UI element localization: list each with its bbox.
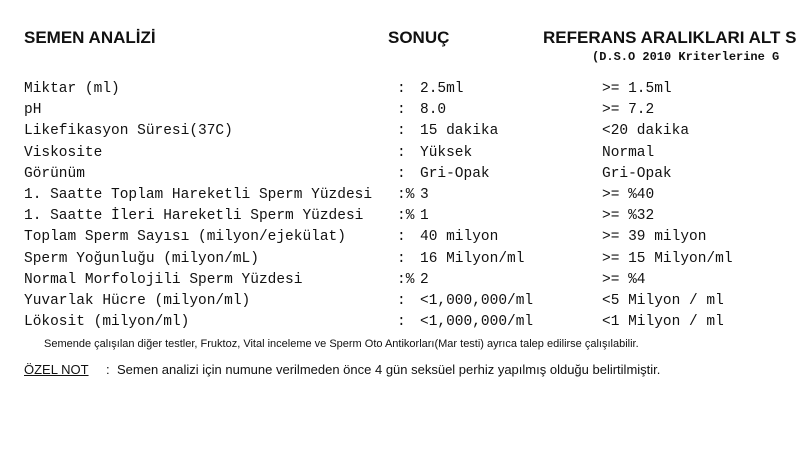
row-reference: >= %40 — [602, 187, 655, 203]
row-label: Toplam Sperm Sayısı (milyon/ejekülat) — [24, 229, 346, 246]
row-reference: >= 1.5ml — [602, 81, 672, 97]
row-label: Sperm Yoğunluğu (milyon/mL) — [24, 250, 259, 267]
row-reference: >= 15 Milyon/ml — [602, 250, 733, 267]
row-result: Gri-Opak — [420, 165, 490, 182]
row-label: pH — [24, 102, 42, 119]
row-label: Normal Morfolojili Sperm Yüzdesi — [24, 271, 303, 288]
row-reference: >= 7.2 — [602, 102, 655, 119]
row-separator: :% — [397, 271, 415, 288]
row-label: Miktar (ml) — [24, 81, 120, 97]
row-label: Lökosit (milyon/ml) — [24, 314, 190, 331]
row-separator: : — [397, 81, 406, 97]
row-reference: <5 Milyon / ml — [602, 293, 724, 309]
row-separator: : — [397, 102, 406, 119]
title: SEMEN ANALİZİ — [24, 28, 156, 47]
row-result: 8.0 — [420, 102, 447, 119]
note-label: ÖZEL NOT — [24, 362, 89, 377]
row-reference: Normal — [602, 144, 655, 161]
row-reference: >= %32 — [602, 208, 655, 225]
row-label: Likefikasyon Süresi(37C) — [24, 123, 233, 140]
row-result: 16 Milyon/ml — [420, 250, 525, 267]
footnote: Semende çalışılan diğer testler, Fruktoz… — [44, 338, 639, 350]
row-separator: : — [397, 229, 406, 246]
row-reference: >= %4 — [602, 271, 646, 288]
row-separator: : — [397, 144, 406, 161]
row-label: 1. Saatte İleri Hareketli Sperm Yüzdesi — [24, 208, 364, 225]
row-result: 2 — [420, 271, 429, 288]
row-reference: <1 Milyon / ml — [602, 314, 724, 331]
row-label: 1. Saatte Toplam Hareketli Sperm Yüzdesi — [24, 187, 373, 203]
row-result: 2.5ml — [420, 81, 464, 97]
reference-heading: REFERANS ARALIKLARI ALT S — [543, 28, 797, 47]
row-result: <1,000,000/ml — [420, 314, 534, 331]
row-reference: <20 dakika — [602, 123, 690, 140]
row-result: Yüksek — [420, 144, 473, 161]
result-heading: SONUÇ — [388, 28, 450, 47]
row-label: Viskosite — [24, 144, 103, 161]
row-reference: >= 39 milyon — [602, 229, 707, 246]
row-separator: : — [397, 165, 406, 182]
row-result: 15 dakika — [420, 123, 499, 140]
row-result: <1,000,000/ml — [420, 293, 534, 309]
row-reference: Gri-Opak — [602, 165, 672, 182]
note-separator: : — [106, 362, 110, 377]
row-label: Yuvarlak Hücre (milyon/ml) — [24, 293, 251, 309]
row-result: 3 — [420, 187, 429, 203]
row-result: 1 — [420, 208, 429, 225]
row-separator: :% — [397, 208, 415, 225]
row-separator: :% — [397, 187, 415, 203]
reference-subtitle: (D.S.O 2010 Kriterlerine G — [592, 50, 780, 64]
row-separator: : — [397, 314, 406, 331]
row-separator: : — [397, 293, 406, 309]
row-separator: : — [397, 123, 406, 140]
row-result: 40 milyon — [420, 229, 499, 246]
row-separator: : — [397, 250, 406, 267]
row-label: Görünüm — [24, 165, 85, 182]
note-text: Semen analizi için numune verilmeden önc… — [117, 362, 661, 377]
